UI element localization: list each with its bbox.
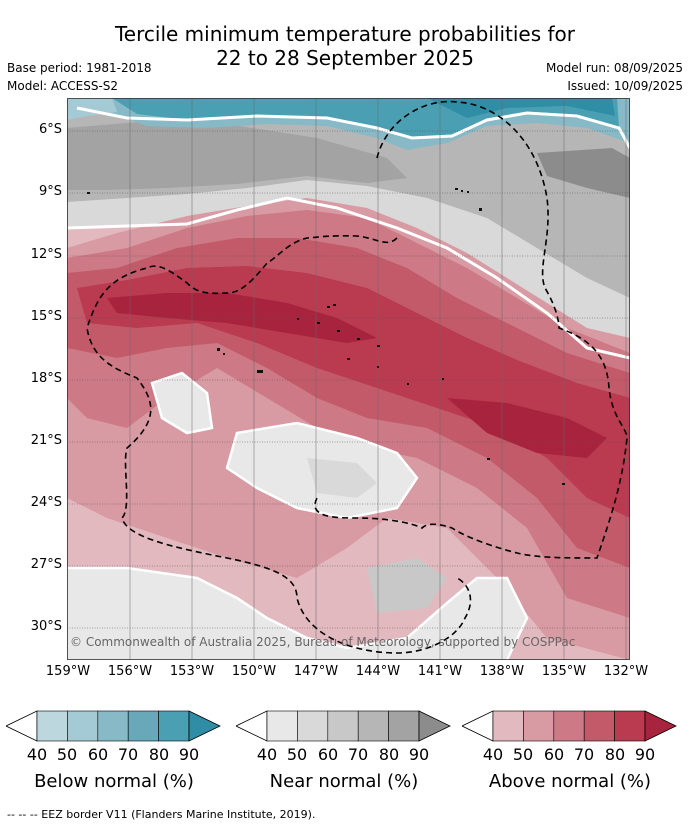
near-normal-south-region — [67, 568, 527, 660]
cbar-near-tick: 90 — [408, 745, 430, 764]
colorbar-near-normal-max-arrow — [418, 710, 451, 742]
base-period: Base period: 1981-2018 — [7, 61, 152, 75]
cbar-below-tick: 90 — [178, 745, 200, 764]
cbar-below-tick: 70 — [117, 745, 139, 764]
lat-label-27s: 27°S — [30, 557, 62, 572]
cbar-near-tick: 80 — [378, 745, 400, 764]
colorbar-near-normal-min-arrow — [236, 710, 268, 742]
cbar-above-tick: 80 — [604, 745, 626, 764]
colorbar-swatch — [553, 710, 585, 742]
colorbar-swatch — [127, 710, 159, 742]
colorbar-swatch — [614, 710, 646, 742]
colorbar-below-normal-swatches — [36, 710, 190, 742]
cbar-near-tick: 70 — [347, 745, 369, 764]
lon-label-159w: 159°W — [45, 664, 91, 679]
cbar-above-tick: 60 — [543, 745, 565, 764]
model-name: Model: ACCESS-S2 — [7, 79, 119, 93]
colorbar-swatch — [67, 710, 99, 742]
lat-label-24s: 24°S — [30, 495, 62, 510]
lon-label-132w: 132°W — [603, 664, 649, 679]
cbar-near-tick: 40 — [256, 745, 278, 764]
cbar-above-tick: 50 — [512, 745, 534, 764]
colorbar-swatch — [357, 710, 389, 742]
near-normal-dark-region — [67, 118, 407, 190]
colorbar-swatch — [523, 710, 555, 742]
lon-label-138w: 138°W — [479, 664, 525, 679]
model-info: Base period: 1981-2018 Model: ACCESS-S2 — [7, 59, 152, 95]
tercile-boundary-north — [67, 196, 630, 360]
lat-label-9s: 9°S — [38, 184, 62, 199]
lat-label-12s: 12°S — [30, 247, 62, 262]
lon-label-135w: 135°W — [541, 664, 587, 679]
colorbar-near-normal-title: Near normal (%) — [269, 771, 419, 792]
eez-border-french-polynesia-north — [314, 100, 628, 559]
lon-label-150w: 150°W — [231, 664, 277, 679]
cbar-below-tick: 60 — [87, 745, 109, 764]
map-frame — [67, 98, 630, 660]
title-line-2: 22 to 28 September 2025 — [216, 46, 474, 70]
lat-label-15s: 15°S — [30, 309, 62, 324]
cbar-above-tick: 70 — [573, 745, 595, 764]
lat-label-30s: 30°S — [30, 619, 62, 634]
probability-map — [67, 98, 630, 660]
near-normal-pocket-west-boundary — [150, 371, 214, 435]
colorbar-swatch — [97, 710, 129, 742]
cbar-above-tick: 40 — [482, 745, 504, 764]
colorbar-swatch — [583, 710, 615, 742]
lon-label-156w: 156°W — [107, 664, 153, 679]
lat-label-6s: 6°S — [38, 122, 62, 137]
copyright-notice: © Commonwealth of Australia 2025, Bureau… — [70, 635, 576, 649]
colorbar-below-normal-max-arrow — [188, 710, 221, 742]
colorbar-swatch — [327, 710, 359, 742]
colorbar-above-normal-max-arrow — [644, 710, 677, 742]
above-normal-80-region — [77, 266, 630, 518]
below-normal-west-region — [67, 98, 117, 120]
near-normal-pocket-west — [152, 373, 212, 433]
lon-label-147w: 147°W — [293, 664, 339, 679]
colorbar-near-normal — [236, 710, 451, 742]
below-normal-boundary — [76, 106, 630, 149]
eez-footnote: -- -- -- EEZ border V11 (Flanders Marine… — [7, 808, 316, 821]
near-normal-darkest-region — [537, 148, 630, 198]
cbar-below-tick: 80 — [148, 745, 170, 764]
colorbar-swatch — [36, 710, 68, 742]
colorbar-swatch — [388, 710, 420, 742]
colorbar-swatch — [158, 710, 190, 742]
map-title: Tercile minimum temperature probabilitie… — [0, 22, 690, 70]
colorbar-above-normal-min-arrow — [462, 710, 494, 742]
lat-label-21s: 21°S — [30, 433, 62, 448]
colorbar-below-normal-title: Below normal (%) — [34, 771, 194, 792]
model-run: Model run: 08/09/2025 — [545, 61, 683, 75]
title-line-1: Tercile minimum temperature probabilitie… — [114, 22, 576, 46]
near-normal-south-core — [367, 558, 447, 613]
eez-border-french-polynesia-south — [86, 234, 472, 654]
colorbar-below-normal — [6, 710, 221, 742]
lon-label-141w: 141°W — [417, 664, 463, 679]
near-normal-pocket-core — [307, 458, 377, 498]
colorbar-near-normal-swatches — [266, 710, 420, 742]
colorbar-above-normal-swatches — [492, 710, 646, 742]
cbar-above-tick: 90 — [634, 745, 656, 764]
meridians — [67, 98, 627, 660]
below-normal-strongest-region — [427, 98, 615, 118]
colorbar-above-normal-title: Above normal (%) — [488, 771, 652, 792]
cbar-near-tick: 50 — [286, 745, 308, 764]
colorbar-swatch — [297, 710, 329, 742]
lon-label-153w: 153°W — [169, 664, 215, 679]
near-normal-south-boundary — [67, 566, 529, 660]
cbar-below-tick: 50 — [56, 745, 78, 764]
run-info: Model run: 08/09/2025 Issued: 10/09/2025 — [546, 59, 683, 95]
near-normal-pocket-boundary — [225, 421, 419, 520]
colorbar-swatch — [492, 710, 524, 742]
issued-date: Issued: 10/09/2025 — [567, 79, 683, 93]
colorbar-above-normal — [462, 710, 677, 742]
cbar-near-tick: 60 — [317, 745, 339, 764]
above-normal-90-region-east — [447, 398, 607, 458]
colorbar-below-normal-min-arrow — [6, 710, 38, 742]
colorbar-swatch — [266, 710, 298, 742]
cbar-below-tick: 40 — [26, 745, 48, 764]
lon-label-144w: 144°W — [355, 664, 401, 679]
islands — [87, 188, 565, 485]
lat-label-18s: 18°S — [30, 371, 62, 386]
